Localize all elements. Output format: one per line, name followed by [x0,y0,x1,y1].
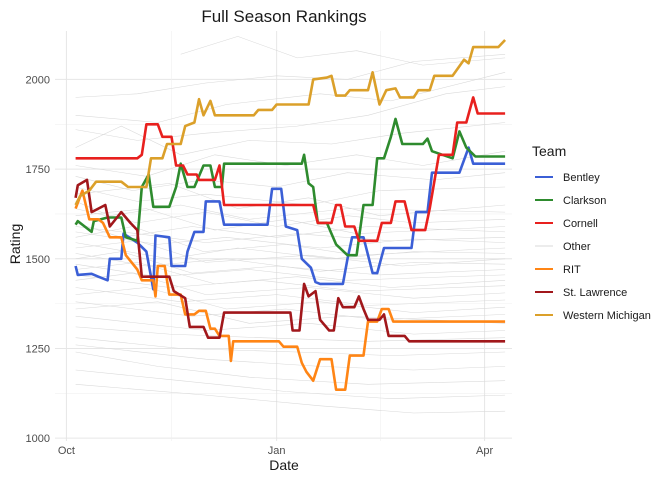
x-axis-title: Date [269,457,299,473]
chart-title: Full Season Rankings [201,7,366,26]
y-tick-label: 1500 [26,254,50,266]
legend-label: St. Lawrence [563,287,627,299]
y-tick-label: 1250 [26,343,50,355]
legend-label: RIT [563,264,581,276]
x-tick-label: Jan [268,445,286,457]
other-team-line [75,315,506,335]
y-tick-label: 2000 [26,74,50,86]
other-team-line [75,186,506,206]
other-team-line [75,231,506,249]
legend-title: Team [532,143,566,159]
x-axis: Oct Jan Apr [58,445,494,457]
legend-label: Western Michigan [563,310,651,322]
x-tick-label: Apr [476,445,493,457]
other-team-line [75,251,506,276]
other-team-line [75,287,506,306]
y-tick-label: 1000 [26,433,50,445]
other-team-line [75,263,506,281]
other-team-line [75,337,506,356]
y-tick-label: 1750 [26,164,50,176]
legend-label: Other [563,241,591,253]
legend: Team Bentley Clarkson Cornell Other RIT St. L… [532,143,651,322]
other-team-line [75,301,506,321]
other-series [75,36,506,414]
series-line-clarkson [74,117,506,257]
other-team-line [75,183,506,216]
series-line-st-lawrence [74,178,506,343]
legend-label: Clarkson [563,195,606,207]
other-team-line [75,301,506,324]
other-team-line [75,272,506,299]
other-team-line [75,344,506,371]
series-line-western-michigan [74,39,507,206]
other-team-line [75,122,506,156]
other-team-line [75,54,506,98]
other-team-line [75,369,506,399]
other-team-line [75,384,506,414]
series-line-cornell [75,96,506,243]
other-team-line [180,36,506,66]
other-team-line [75,274,506,292]
other-team-line [75,222,506,238]
other-team-line [75,287,506,313]
legend-label: Bentley [563,172,600,184]
team-series [74,39,507,391]
y-axis-title: Rating [7,224,23,264]
x-tick-label: Oct [58,445,75,457]
series-line-rit [74,189,506,391]
other-team-line [75,226,506,243]
other-team-line [75,262,506,288]
y-axis: 1000 1250 1500 1750 2000 [26,74,50,445]
other-team-line [75,326,506,342]
other-team-line [75,351,506,385]
other-team-line [75,201,506,220]
legend-label: Cornell [563,218,598,230]
other-team-line [75,240,506,267]
other-team-line [75,253,506,272]
other-team-line [75,86,506,141]
